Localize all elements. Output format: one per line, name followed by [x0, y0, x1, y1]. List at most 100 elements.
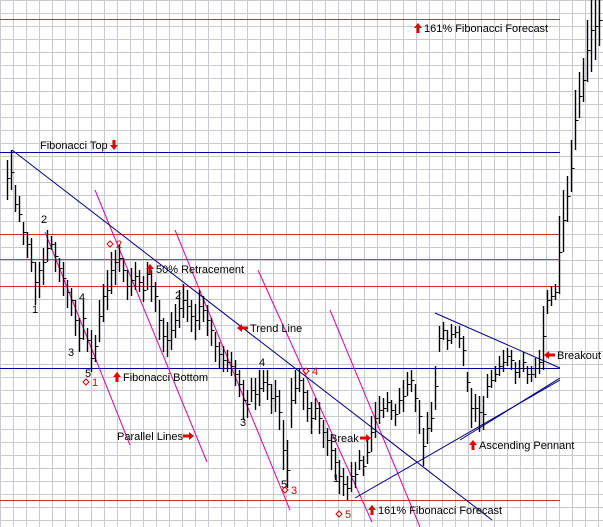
annotations: 161% Fibonacci Forecast Fibonacci Top 50% …: [40, 23, 601, 517]
diamond-number: 2: [116, 239, 122, 251]
diamond-icon: [106, 240, 114, 248]
price-bar: [210, 318, 215, 346]
annotation-text: 161% Fibonacci Forecast: [378, 505, 502, 517]
price-bar: [366, 438, 371, 464]
annotation: Breakout: [544, 350, 601, 362]
price-bar: [454, 326, 459, 338]
price-bar: [474, 394, 479, 422]
price-bar: [542, 306, 547, 370]
wave-label: 4: [259, 357, 265, 369]
price-bar: [238, 370, 243, 397]
price-bar: [402, 380, 407, 412]
arrow-right-icon: [360, 434, 371, 442]
price-bar: [526, 366, 531, 384]
price-bar: [374, 402, 379, 438]
price-bar: [258, 370, 263, 406]
price-bar: [34, 262, 39, 305]
price-bar: [598, 0, 603, 46]
price-bar: [382, 398, 387, 418]
price-bar: [46, 230, 51, 262]
price-bar: [466, 372, 471, 392]
diamond-label: 1: [82, 377, 98, 389]
price-bar: [6, 160, 11, 200]
price-bar: [514, 362, 519, 384]
annotation: Parallel Lines: [117, 431, 194, 443]
price-bar: [354, 462, 359, 488]
annotation-text: Fibonacci Bottom: [123, 372, 208, 384]
diamond-icon: [302, 367, 310, 375]
price-bar: [590, 0, 595, 72]
price-bar: [594, 0, 599, 60]
price-bar: [234, 360, 239, 386]
price-bar: [358, 450, 363, 470]
price-bar: [218, 342, 223, 368]
diamond-label: 4: [302, 366, 318, 378]
price-bar: [26, 232, 31, 258]
price-bar: [442, 322, 447, 340]
price-bar: [262, 370, 267, 392]
wave-label: 5: [281, 479, 287, 491]
price-bar: [54, 242, 59, 272]
price-bar: [178, 290, 183, 328]
price-bar: [102, 284, 107, 322]
parallel-line: [257, 269, 373, 523]
price-bar: [190, 300, 195, 332]
price-bar: [302, 378, 307, 410]
price-bar: [438, 326, 443, 352]
price-bar: [346, 476, 351, 500]
diamond-number: 3: [291, 485, 297, 497]
price-bar: [386, 392, 391, 412]
price-bar: [286, 440, 291, 488]
wave-label: 4: [79, 292, 85, 304]
annotation-text: Trend Line: [250, 323, 302, 335]
annotation: Fibonacci Top: [40, 140, 118, 152]
price-bar: [110, 252, 115, 294]
diamond-icon: [82, 378, 90, 386]
arrow-up-icon: [368, 505, 376, 515]
price-bar: [486, 374, 491, 398]
price-bar: [106, 270, 111, 310]
break-line: [354, 379, 561, 499]
price-bar: [270, 384, 275, 414]
price-bar: [230, 352, 235, 376]
price-bar: [406, 372, 411, 396]
price-bar: [118, 244, 123, 272]
wave-label: 5: [85, 368, 91, 380]
wave-label: 3: [240, 417, 246, 429]
price-bar: [182, 284, 187, 318]
wave-label: 3: [68, 347, 74, 359]
price-bar: [90, 330, 95, 372]
price-bar: [18, 196, 23, 222]
wave-label: 1: [32, 304, 38, 316]
parallel-line: [174, 229, 291, 511]
price-bar: [274, 380, 279, 412]
diamond-label: 3: [281, 485, 297, 497]
price-bar: [422, 428, 427, 466]
price-bar: [50, 236, 55, 250]
price-bar: [498, 356, 503, 376]
price-bar: [42, 248, 47, 285]
price-bar: [126, 270, 131, 300]
parallel-lines: [44, 189, 421, 527]
price-bar: [430, 402, 435, 432]
price-bar: [538, 350, 543, 374]
arrow-down-icon: [110, 140, 118, 150]
price-bar: [450, 324, 455, 344]
price-bar: [306, 390, 311, 422]
price-bar: [398, 388, 403, 414]
diamond-label: 5: [335, 509, 351, 521]
annotation-text: 50% Retracement: [156, 264, 244, 276]
price-bar: [562, 190, 567, 252]
price-bar: [214, 332, 219, 362]
price-bar: [186, 290, 191, 322]
price-bar: [278, 390, 283, 430]
price-bar: [266, 370, 271, 400]
price-bar: [166, 322, 171, 357]
price-bar: [494, 366, 499, 382]
price-bar: [70, 288, 75, 316]
annotation: Ascending Pennant: [469, 440, 574, 452]
diamond-number: 5: [345, 509, 351, 521]
price-bar: [434, 366, 439, 410]
